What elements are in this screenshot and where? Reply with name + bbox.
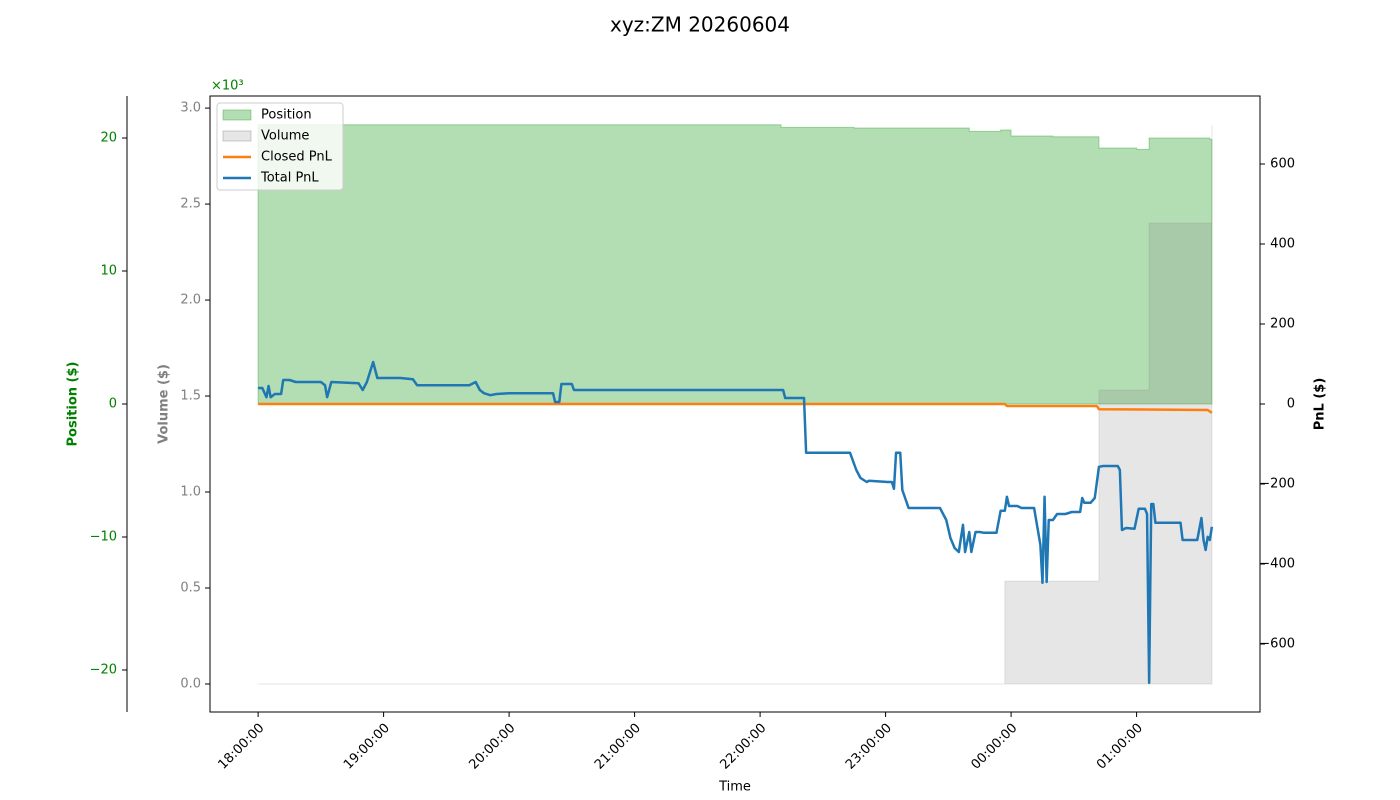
legend-swatch <box>222 130 252 142</box>
area <box>257 124 1213 405</box>
y-tick-label: 1.5 <box>180 389 201 404</box>
y3-tick-label: −10 <box>90 529 117 544</box>
y2-tick-label: 200 <box>1270 317 1295 332</box>
y-tick-label: 2.5 <box>180 197 201 212</box>
plot-area <box>257 124 1214 685</box>
y-tick-label: 0.0 <box>180 676 201 691</box>
y3-tick-label: 20 <box>100 131 117 146</box>
y2-tick-label: −400 <box>1259 557 1295 572</box>
legend-label: Total PnL <box>260 171 319 186</box>
y2-tick-label: 600 <box>1270 157 1295 172</box>
y2-axis-label: PnL ($) <box>1313 378 1328 431</box>
y-tick-label: 0.5 <box>180 580 201 595</box>
legend-label: Closed PnL <box>261 150 333 165</box>
y3-axis-label: Position ($) <box>66 362 81 447</box>
y2-tick-label: 0 <box>1287 397 1295 412</box>
legend-label: Volume <box>261 129 309 144</box>
y3-tick-label: 10 <box>100 264 117 279</box>
legend-label: Position <box>261 108 312 123</box>
x-axis-label: Time <box>718 780 751 795</box>
chart-title: xyz:ZM 20260604 <box>610 13 790 37</box>
y-offset-label: ×10³ <box>211 79 244 94</box>
y2-tick-label: 400 <box>1270 237 1295 252</box>
y-tick-label: 1.0 <box>180 485 201 500</box>
y3-tick-label: 0 <box>109 397 117 412</box>
area <box>258 125 1213 685</box>
line <box>258 402 1213 414</box>
legend-box <box>216 102 344 191</box>
y2-tick-label: −600 <box>1259 637 1295 652</box>
y-axis-label: Volume ($) <box>157 364 172 444</box>
y-tick-label: 2.0 <box>180 293 201 308</box>
y3-tick-label: −20 <box>90 662 117 677</box>
line <box>258 360 1214 685</box>
y-tick-label: 3.0 <box>180 101 201 116</box>
y2-tick-label: −200 <box>1259 477 1295 492</box>
legend-swatch <box>222 109 252 121</box>
